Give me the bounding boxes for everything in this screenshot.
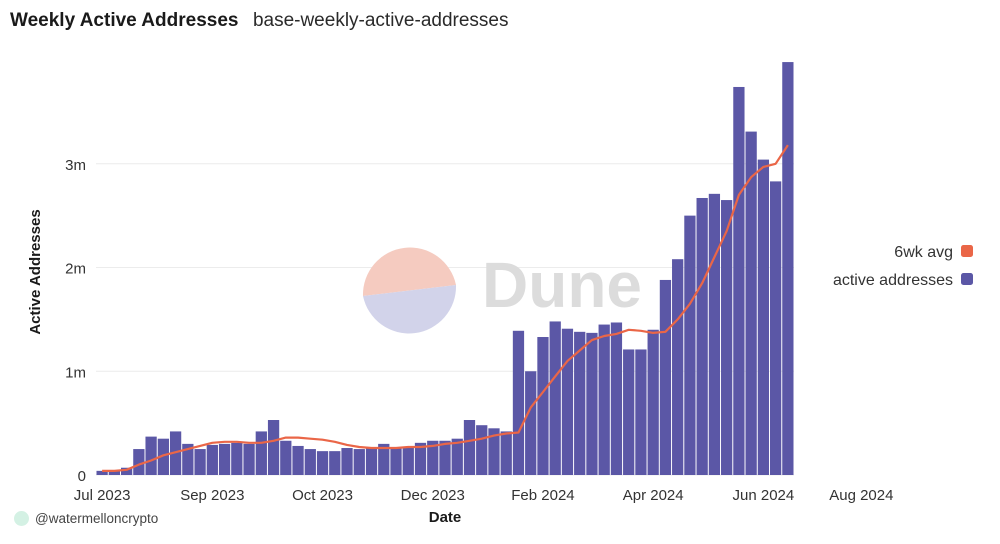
x-tick-label: Apr 2024 — [623, 487, 684, 504]
bar — [427, 440, 439, 475]
bar — [586, 332, 598, 475]
bar — [182, 443, 194, 475]
bar — [451, 438, 463, 475]
bar — [696, 197, 708, 476]
bar — [108, 470, 121, 475]
dune-watermark: Dune — [362, 247, 642, 334]
dune-logo-top-icon — [362, 247, 456, 296]
bar — [525, 371, 537, 475]
bar — [341, 448, 353, 475]
bar — [439, 440, 451, 475]
bar — [402, 446, 414, 475]
bar — [623, 349, 635, 475]
x-tick-label: Oct 2023 — [292, 487, 353, 504]
bar — [659, 279, 672, 475]
bar — [500, 431, 512, 475]
dune-logo-bottom-icon — [363, 285, 457, 334]
bar — [378, 443, 390, 475]
bar — [745, 131, 757, 475]
bar — [782, 62, 794, 475]
bar — [218, 443, 231, 475]
bar — [365, 446, 378, 475]
chart-title: Weekly Active Addresses — [10, 10, 239, 31]
bar — [243, 443, 255, 475]
footer: @watermelloncrypto — [14, 511, 158, 526]
bar — [329, 451, 341, 475]
bar — [133, 449, 145, 475]
bar — [280, 440, 292, 475]
dune-wordmark: Dune — [482, 249, 642, 321]
bar — [120, 467, 133, 475]
bar — [635, 349, 647, 475]
avatar — [14, 511, 29, 526]
y-tick-label: 0 — [78, 468, 86, 485]
bar — [757, 159, 770, 475]
author-handle: @watermelloncrypto — [35, 511, 159, 526]
bar — [574, 331, 586, 475]
bar — [537, 337, 549, 475]
x-tick-label: Jun 2024 — [733, 487, 795, 504]
y-axis-label: Active Addresses — [27, 209, 44, 334]
bar-series — [96, 62, 794, 476]
bar — [353, 449, 365, 475]
bar — [647, 329, 659, 475]
bar — [194, 449, 206, 475]
bar — [390, 446, 402, 475]
bar — [292, 445, 304, 475]
x-tick-label: Feb 2024 — [511, 487, 574, 504]
y-tick-label: 1m — [65, 364, 86, 381]
bar — [549, 321, 561, 475]
bar — [610, 322, 623, 475]
bar — [488, 428, 500, 475]
y-axis-ticks: 0 1m 2m 3m — [65, 157, 86, 485]
bar — [267, 420, 280, 475]
bar — [231, 442, 243, 475]
bar — [145, 436, 157, 475]
legend: 6wk avg active addresses — [833, 244, 973, 289]
bar — [512, 330, 525, 475]
x-tick-label: Sep 2023 — [180, 487, 244, 504]
legend-swatch — [961, 273, 973, 285]
y-tick-label: 2m — [65, 261, 86, 278]
x-axis-ticks: Jul 2023 Sep 2023 Oct 2023 Dec 2023 Feb 2024… — [74, 487, 894, 504]
bar — [721, 200, 733, 475]
bar — [476, 425, 488, 475]
legend-swatch — [961, 245, 973, 257]
bar — [157, 438, 169, 475]
bar — [708, 193, 721, 475]
bar — [206, 444, 218, 475]
x-tick-label: Jul 2023 — [74, 487, 131, 504]
legend-label: 6wk avg — [894, 244, 953, 261]
bar — [304, 449, 316, 475]
avg-line — [102, 144, 789, 472]
bar — [672, 259, 684, 475]
bar — [255, 431, 267, 475]
x-tick-label: Dec 2023 — [401, 487, 465, 504]
bar — [414, 442, 427, 475]
legend-label: active addresses — [833, 272, 953, 289]
bar — [561, 328, 574, 475]
chart-header: Weekly Active Addresses base-weekly-acti… — [10, 10, 509, 32]
bar — [733, 86, 745, 475]
bar — [316, 451, 329, 475]
bar — [684, 215, 696, 475]
x-axis-label: Date — [429, 509, 462, 526]
bar — [598, 324, 610, 475]
y-tick-label: 3m — [65, 157, 86, 174]
chart-subtitle: base-weekly-active-addresses — [252, 10, 509, 31]
bar — [769, 181, 782, 475]
bar — [96, 470, 108, 475]
bar — [463, 420, 476, 475]
x-tick-label: Aug 2024 — [829, 487, 893, 504]
